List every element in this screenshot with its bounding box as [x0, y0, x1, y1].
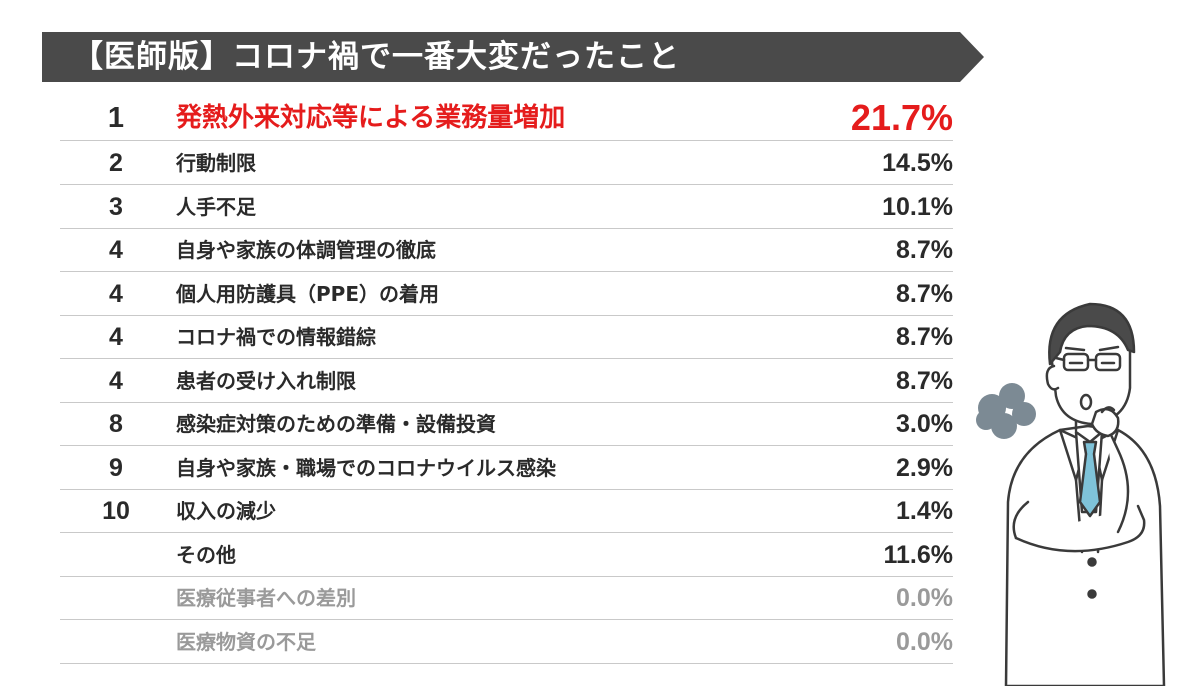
rank-number: 9: [109, 453, 123, 482]
doctor-figure: [1004, 302, 1166, 686]
rank-number: [80, 576, 152, 620]
table-row: 3 人手不足 10.1%: [60, 185, 953, 229]
table-row: 4 コロナ禍での情報錯綜 8.7%: [60, 315, 953, 359]
item-label: 発熱外来対応等による業務量増加: [176, 103, 566, 133]
item-label: 医療物資の不足: [176, 629, 316, 654]
table-row: 4 個人用防護具（PPE）の着用 8.7%: [60, 272, 953, 316]
percent-value: 0.0%: [896, 584, 953, 612]
percent-value: 8.7%: [896, 323, 953, 351]
item-label: 感染症対策のための準備・設備投資: [176, 412, 496, 436]
percent-value: 8.7%: [896, 279, 953, 308]
item-label: コロナ禍での情報錯綜: [176, 325, 376, 349]
rank-number: 4: [109, 366, 123, 395]
table-row: 2 行動制限 14.5%: [60, 141, 953, 185]
banner-arrow-shape: [42, 32, 984, 82]
item-label: 収入の減少: [176, 499, 276, 523]
item-label: 人手不足: [176, 194, 256, 219]
rank-number: 8: [109, 410, 123, 438]
percent-value: 14.5%: [882, 149, 953, 177]
table-row: 9 自身や家族・職場でのコロナウイルス感染 2.9%: [60, 446, 953, 490]
table-row: 1 発熱外来対応等による業務量増加 21.7%: [60, 95, 953, 141]
rank-number: 2: [109, 149, 123, 177]
rank-number: 4: [109, 323, 123, 351]
table-row: 4 自身や家族の体調管理の徹底 8.7%: [60, 228, 953, 272]
percent-value: 8.7%: [896, 236, 953, 264]
rank-number: [80, 533, 152, 577]
title-banner: 【医師版】コロナ禍で一番大変だったこと: [42, 32, 984, 82]
percent-value: 2.9%: [896, 453, 953, 482]
table-row: 4 患者の受け入れ制限 8.7%: [60, 359, 953, 403]
table-row: 医療物資の不足 0.0%: [60, 620, 953, 664]
sigh-puff-icon: [976, 383, 1036, 439]
rank-number: 3: [109, 192, 123, 221]
percent-value: 0.0%: [896, 627, 953, 656]
item-label: 行動制限: [176, 151, 256, 175]
percent-value: 10.1%: [882, 192, 953, 221]
percent-value: 11.6%: [883, 540, 953, 569]
table-row: 10 収入の減少 1.4%: [60, 489, 953, 533]
item-label: その他: [176, 542, 236, 567]
item-label: 患者の受け入れ制限: [176, 368, 356, 393]
chart-title: 【医師版】コロナ禍で一番大変だったこと: [72, 39, 680, 75]
rank-number: [80, 620, 152, 664]
percent-value: 21.7%: [850, 97, 953, 138]
rank-number: 1: [107, 102, 125, 134]
rank-number: 10: [102, 497, 130, 525]
table-row: その他 11.6%: [60, 533, 953, 577]
item-label: 自身や家族の体調管理の徹底: [176, 238, 436, 262]
percent-value: 3.0%: [896, 410, 953, 438]
item-label: 自身や家族・職場でのコロナウイルス感染: [176, 455, 556, 480]
item-label: 個人用防護具（PPE）の着用: [176, 281, 439, 306]
rank-number: 4: [109, 279, 123, 308]
percent-value: 1.4%: [896, 497, 953, 525]
percent-value: 8.7%: [896, 366, 953, 395]
item-label: 医療従事者への差別: [176, 586, 356, 610]
table-row: 医療従事者への差別 0.0%: [60, 576, 953, 620]
doctor-thinking-illustration: [976, 302, 1166, 686]
rank-number: 4: [109, 236, 123, 264]
table-row: 8 感染症対策のための準備・設備投資 3.0%: [60, 402, 953, 446]
